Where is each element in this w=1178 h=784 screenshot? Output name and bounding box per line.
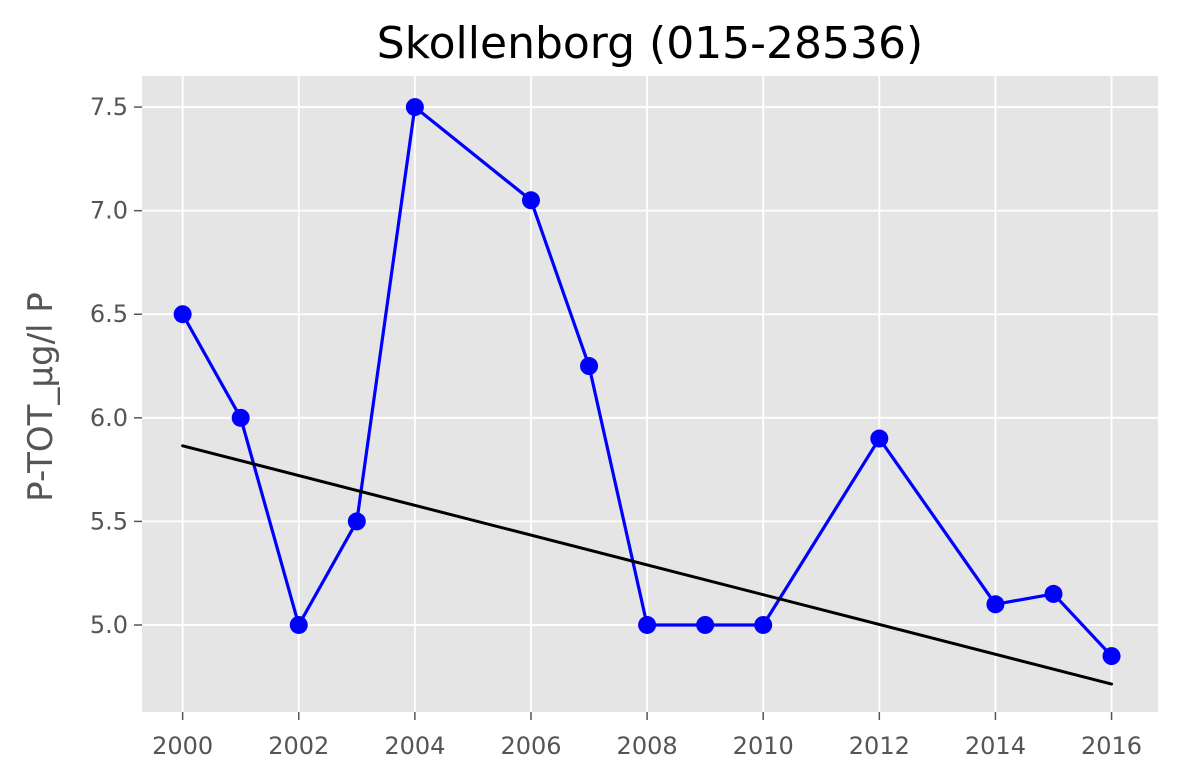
- x-tick-label: 2006: [500, 732, 561, 760]
- data-point: [580, 357, 599, 376]
- trend-line: [181, 444, 1114, 686]
- data-point: [754, 615, 773, 634]
- x-tick-label: 2010: [733, 732, 794, 760]
- x-tick-label: 2012: [849, 732, 910, 760]
- y-tick-label: 7.5: [90, 93, 128, 121]
- y-axis-label: P-TOT_µg/l P: [21, 292, 61, 502]
- x-tick-label: 2004: [384, 732, 445, 760]
- y-tick-label: 5.5: [90, 507, 128, 535]
- x-tick-label: 2014: [965, 732, 1026, 760]
- data-point: [173, 305, 192, 324]
- data-point: [405, 98, 424, 117]
- y-tick-label: 7.0: [90, 197, 128, 225]
- data-point: [1102, 647, 1121, 666]
- x-tick-label: 2016: [1081, 732, 1142, 760]
- x-tick-label: 2008: [617, 732, 678, 760]
- data-point: [986, 595, 1005, 614]
- axis-ticks: 2000 2002 2004 2006 2008 2010 2012 2014 2016 5.0 5…: [90, 93, 1142, 760]
- series-layer: [173, 98, 1121, 686]
- data-point: [1044, 584, 1063, 603]
- data-line: [181, 105, 1114, 658]
- y-tick-label: 6.0: [90, 404, 128, 432]
- data-point: [638, 615, 657, 634]
- y-tick-label: 5.0: [90, 611, 128, 639]
- data-point: [696, 615, 715, 634]
- data-point: [521, 191, 540, 210]
- data-point: [289, 615, 308, 634]
- x-tick-label: 2002: [268, 732, 329, 760]
- chart-title: Skollenborg (015-28536): [377, 18, 923, 69]
- x-tick-label: 2000: [152, 732, 213, 760]
- data-point: [231, 408, 250, 427]
- y-tick-label: 6.5: [90, 300, 128, 328]
- data-point: [347, 512, 366, 531]
- data-point: [870, 429, 889, 448]
